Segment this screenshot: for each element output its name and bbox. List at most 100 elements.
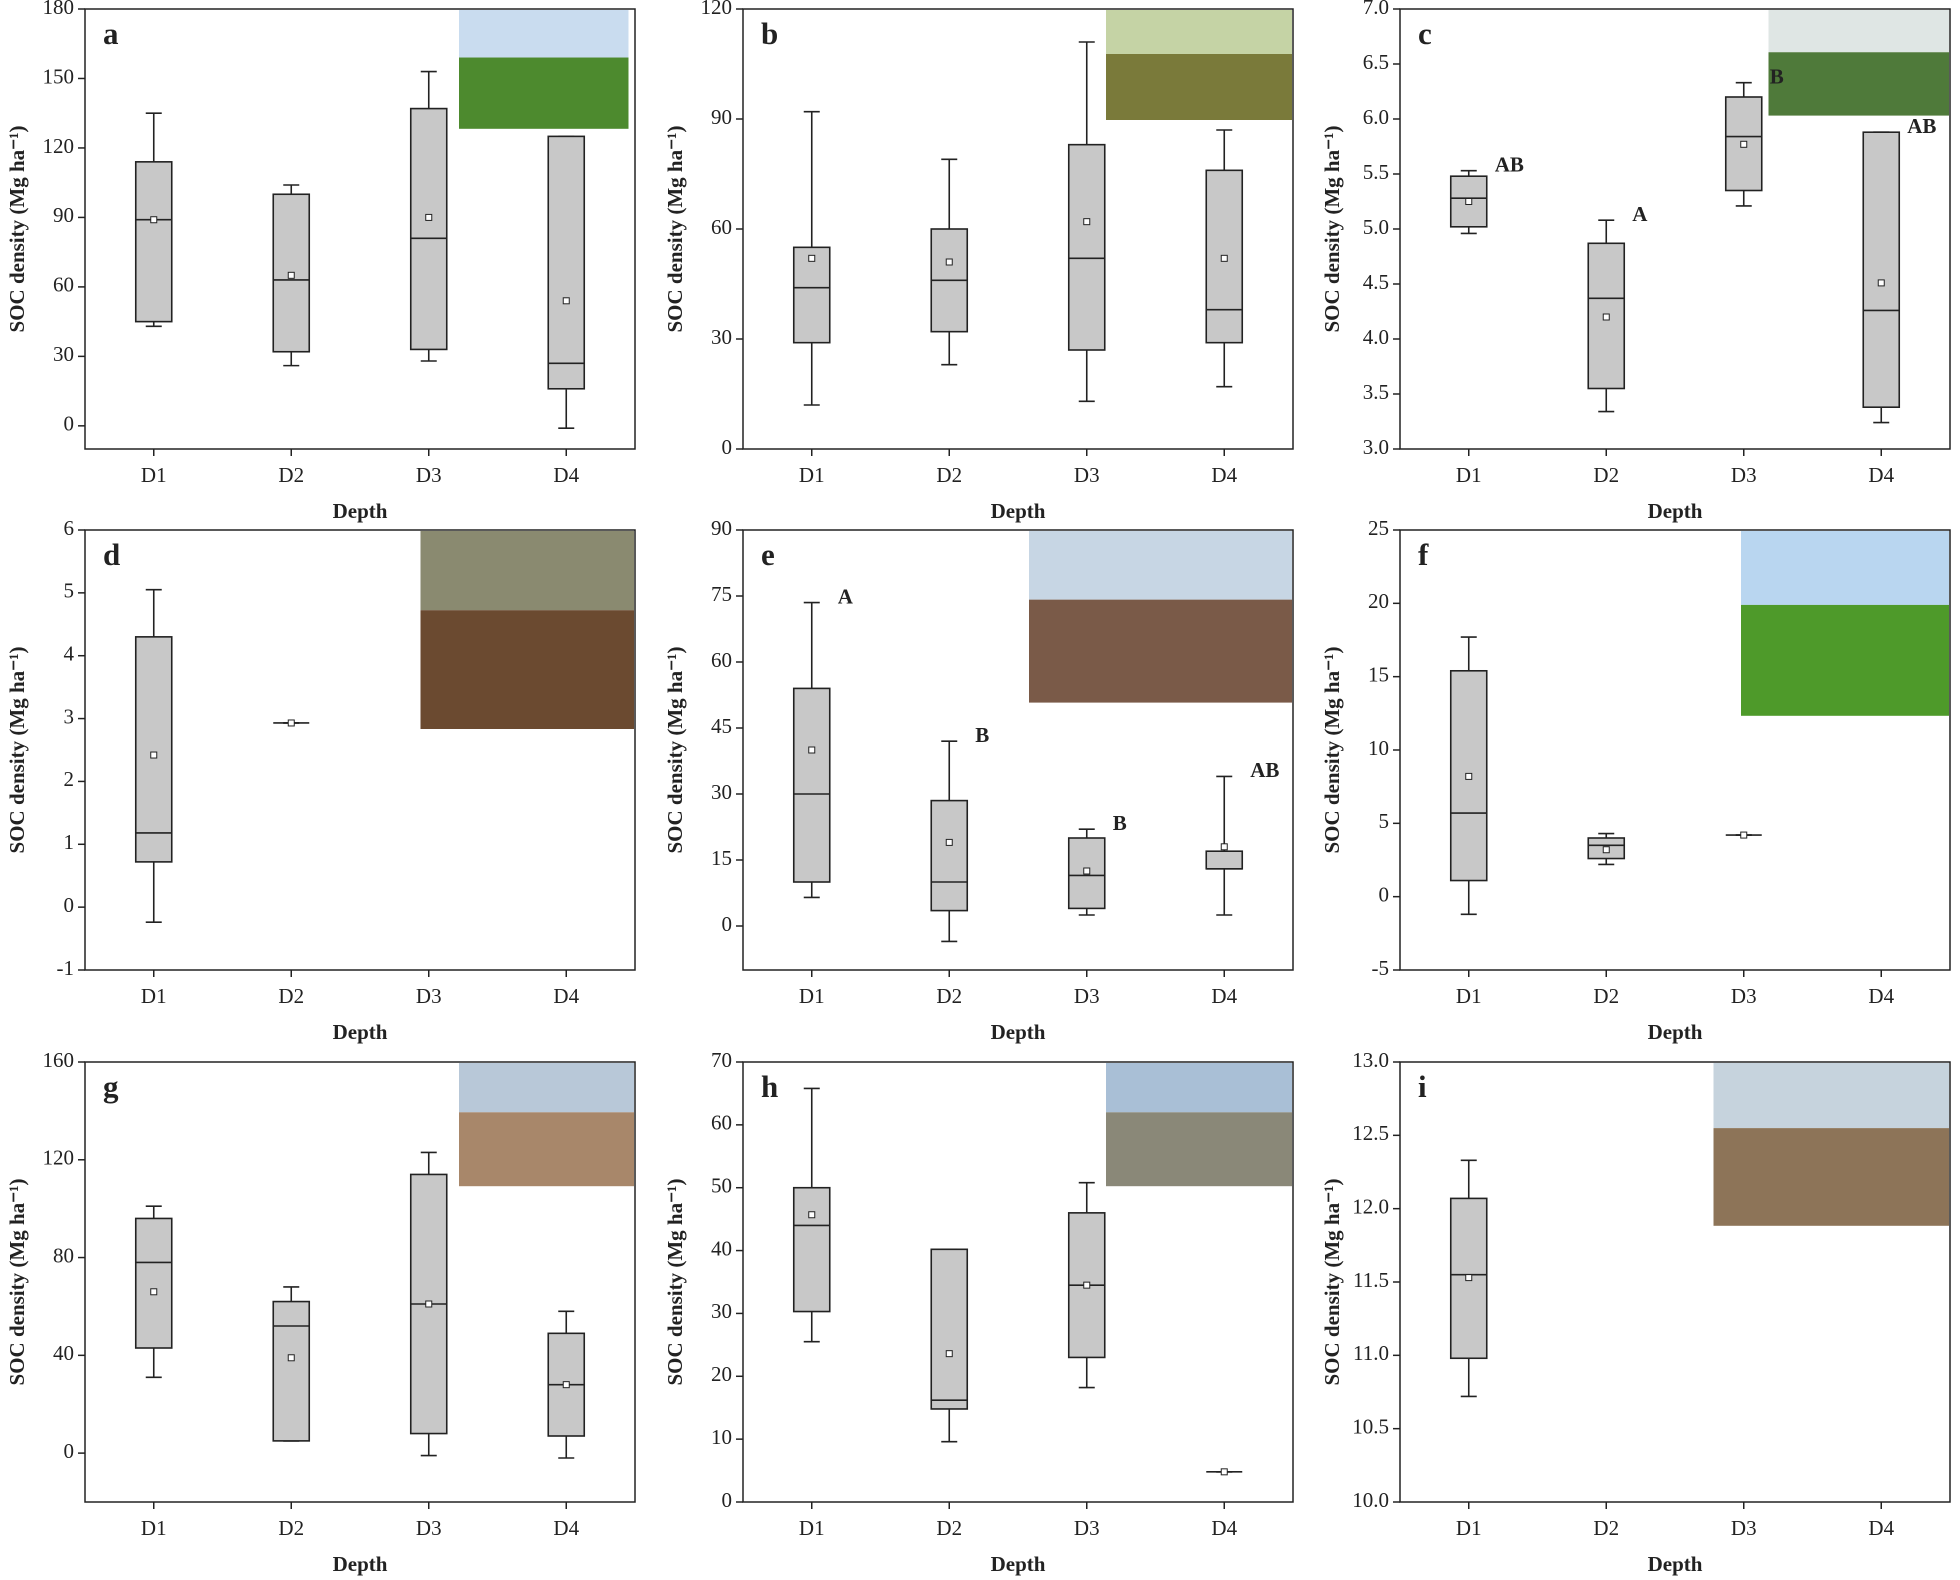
y-tick-label: 5.0: [1363, 215, 1389, 239]
y-tick-label: 90: [711, 516, 732, 540]
frame: [742, 529, 1294, 971]
x-tick-label: D2: [936, 463, 962, 487]
x-tick-label: D4: [1211, 1516, 1237, 1540]
y-tick-label: 30: [53, 342, 74, 366]
mean: [945, 258, 953, 266]
y-axis-title: SOC density (Mg ha⁻¹): [5, 647, 29, 854]
x-tick-label: D4: [1868, 463, 1894, 487]
photo-sky: [1029, 531, 1292, 600]
mean: [150, 751, 158, 759]
box: [792, 687, 831, 883]
mean: [1740, 140, 1748, 148]
mean: [150, 1288, 158, 1296]
mean: [1602, 846, 1610, 854]
x-tick-label: D4: [1211, 984, 1237, 1008]
significance-letter: B: [975, 723, 989, 747]
panel-label: a: [103, 16, 119, 51]
photo-ground: [1106, 1112, 1292, 1187]
y-tick-label: 150: [43, 64, 75, 88]
x-axis-title: Depth: [333, 1020, 388, 1044]
photo-ground: [420, 610, 634, 729]
frame: [84, 529, 636, 971]
x-tick-label: D1: [141, 984, 167, 1008]
y-axis-title: SOC density (Mg ha⁻¹): [1320, 1179, 1344, 1386]
x-tick-label: D2: [278, 1516, 304, 1540]
mean: [425, 213, 433, 221]
y-tick-label: 0: [64, 412, 75, 436]
x-tick-label: D4: [553, 1516, 579, 1540]
photo-ground: [1106, 54, 1292, 120]
panel: i 10.0 10.5 11.0 11.5 12.0 12.5 13.0 D1 D2 D3 D4 Dep…: [1320, 1048, 1951, 1576]
x-tick-label: D4: [1211, 463, 1237, 487]
x-tick-label: D4: [553, 463, 579, 487]
mean: [808, 254, 816, 262]
mean: [562, 1381, 570, 1389]
significance-letter: A: [838, 584, 854, 608]
x-tick-label: D4: [1868, 984, 1894, 1008]
frame: [742, 1061, 1294, 1503]
y-tick-label: 60: [711, 648, 732, 672]
y-tick-label: 90: [53, 203, 74, 227]
y-tick-label: 120: [43, 134, 75, 158]
y-tick-label: 40: [711, 1236, 732, 1260]
y-tick-label: 13.0: [1352, 1048, 1389, 1072]
y-tick-label: 12.0: [1352, 1194, 1389, 1218]
y-tick-label: -1: [57, 956, 75, 980]
mean: [1220, 843, 1228, 851]
y-tick-label: 1: [64, 830, 75, 854]
photo-sky: [1741, 531, 1949, 605]
y-tick-label: 11.5: [1353, 1268, 1389, 1292]
y-tick-label: 30: [711, 1299, 732, 1323]
mean: [1877, 279, 1885, 287]
x-tick-label: D2: [278, 984, 304, 1008]
x-tick-label: D2: [1593, 984, 1619, 1008]
y-tick-label: 15: [711, 846, 732, 870]
x-axis-title: Depth: [333, 1552, 388, 1576]
significance-letter: B: [1770, 65, 1784, 89]
x-tick-label: D2: [278, 463, 304, 487]
box: [1862, 131, 1901, 408]
x-axis-title: Depth: [1648, 1020, 1703, 1044]
y-axis-title: SOC density (Mg ha⁻¹): [1320, 647, 1344, 854]
x-tick-label: D1: [141, 463, 167, 487]
mean: [150, 216, 158, 224]
x-axis-title: Depth: [1648, 499, 1703, 523]
x-tick-label: D3: [1731, 984, 1757, 1008]
y-tick-label: 20: [1368, 589, 1389, 613]
box: [930, 799, 969, 912]
mean: [562, 297, 570, 305]
photo-sky: [1106, 10, 1292, 54]
box: [272, 1300, 311, 1442]
y-tick-label: 4.5: [1363, 270, 1389, 294]
x-tick-label: D3: [1074, 1516, 1100, 1540]
y-tick-label: 7.0: [1363, 0, 1389, 19]
y-tick-label: 6.0: [1363, 105, 1389, 129]
box: [1724, 96, 1763, 192]
photo-sky: [1713, 1063, 1949, 1129]
y-tick-label: -5: [1372, 956, 1390, 980]
y-tick-label: 0: [64, 1439, 75, 1463]
y-tick-label: 0: [722, 1488, 733, 1512]
significance-letter: AB: [1250, 758, 1279, 782]
y-axis-title: SOC density (Mg ha⁻¹): [663, 647, 687, 854]
panel-label: h: [761, 1069, 778, 1104]
x-tick-label: D1: [799, 984, 825, 1008]
x-axis-title: Depth: [333, 499, 388, 523]
photo-sky: [459, 1063, 634, 1113]
y-tick-label: 0: [1379, 882, 1390, 906]
x-tick-label: D4: [553, 984, 579, 1008]
y-tick-label: 2: [64, 767, 75, 791]
photo-ground: [1741, 604, 1949, 716]
panel: f -5 0 5 10 15 20 25 D1 D2 D3 D4 Depth SOC density (M…: [1320, 516, 1951, 1044]
mean: [1083, 1281, 1091, 1289]
box: [547, 135, 586, 390]
x-tick-label: D1: [1456, 1516, 1482, 1540]
mean: [1220, 1468, 1228, 1476]
y-tick-label: 0: [722, 435, 733, 459]
panel-label: g: [103, 1069, 119, 1104]
y-tick-label: 0: [64, 893, 75, 917]
y-tick-label: 10: [711, 1425, 732, 1449]
y-tick-label: 10.5: [1352, 1414, 1389, 1438]
